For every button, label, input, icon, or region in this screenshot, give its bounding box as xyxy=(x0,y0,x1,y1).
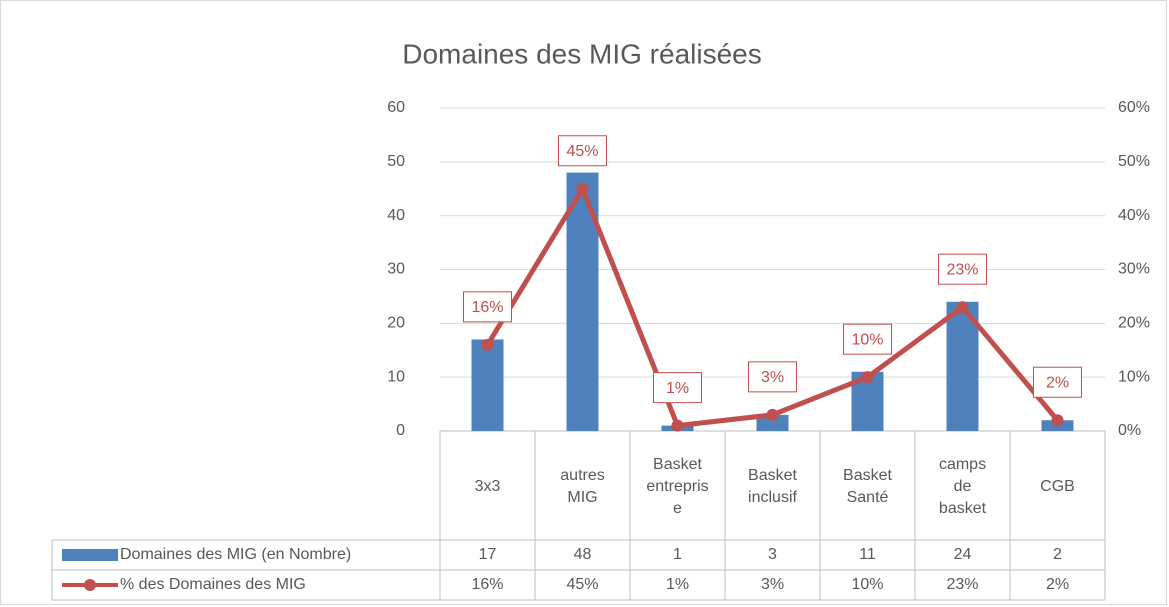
x-tick-label-box: Basket entreprise xyxy=(646,435,709,539)
table-value: 3 xyxy=(768,546,777,563)
data-label: 45% xyxy=(566,143,598,160)
y-tick-label: 40 xyxy=(387,207,405,224)
y-tick-label: 30 xyxy=(387,261,405,278)
table-value: 1% xyxy=(666,576,689,593)
legend-key xyxy=(62,549,118,561)
data-label-box xyxy=(843,323,892,355)
data-label-box xyxy=(748,361,797,393)
table-value: 17 xyxy=(479,546,497,563)
y2-tick-label: 50% xyxy=(1118,153,1150,170)
y-tick-label: 50 xyxy=(387,153,405,170)
table-value: 48 xyxy=(574,546,592,563)
y2-tick-label: 10% xyxy=(1118,368,1150,385)
data-label-box xyxy=(558,135,607,167)
x-tick-cell: camps de basket xyxy=(931,435,994,539)
x-tick-label-box: CGB xyxy=(1026,435,1089,539)
x-tick-cell: 3x3 xyxy=(456,435,519,539)
table-value: 11 xyxy=(859,546,876,563)
y2-tick-label: 60% xyxy=(1118,99,1150,116)
table-value: 2% xyxy=(1046,576,1069,593)
y-tick-label: 60 xyxy=(387,99,405,116)
table-value: 16% xyxy=(471,576,503,593)
line-point xyxy=(766,408,779,421)
data-label-box xyxy=(1033,366,1082,398)
x-tick-label-box: Basket Santé xyxy=(836,435,899,539)
y2-tick-label: 0% xyxy=(1118,422,1141,439)
bar xyxy=(471,339,504,431)
x-tick-label: 3x3 xyxy=(474,478,501,495)
table-value: 24 xyxy=(954,546,972,563)
legend-label: % des Domaines des MIG xyxy=(120,576,306,593)
line-point xyxy=(576,182,589,195)
x-tick-label: autres MIG xyxy=(560,467,605,506)
line-point xyxy=(671,419,684,432)
x-tick-label: CGB xyxy=(1040,478,1075,495)
data-label: 2% xyxy=(1046,374,1069,391)
table-value: 23% xyxy=(946,576,978,593)
bar xyxy=(756,414,789,431)
x-tick-label-box: autres MIG xyxy=(551,435,614,539)
x-tick-label-box: camps de basket xyxy=(931,435,994,539)
x-tick-label-box: 3x3 xyxy=(456,435,519,539)
x-tick-label-box: Basket inclusif xyxy=(741,435,804,539)
x-tick-cell: Basket inclusif xyxy=(741,435,804,539)
table-value: 2 xyxy=(1053,546,1062,563)
table-value: 10% xyxy=(851,576,883,593)
line-point xyxy=(861,371,874,384)
y-tick-label: 0 xyxy=(396,422,405,439)
data-label-box xyxy=(463,291,512,323)
data-label: 23% xyxy=(946,261,978,278)
legend-label: Domaines des MIG (en Nombre) xyxy=(120,546,351,563)
y-tick-label: 10 xyxy=(387,368,405,385)
x-tick-label: Basket Santé xyxy=(843,467,892,506)
x-tick-cell: Basket Santé xyxy=(836,435,899,539)
x-tick-cell: autres MIG xyxy=(551,435,614,539)
legend-key xyxy=(84,579,96,591)
x-tick-label: Basket inclusif xyxy=(748,467,797,506)
x-tick-label: Basket entreprise xyxy=(646,456,709,517)
y-tick-label: 20 xyxy=(387,315,405,332)
x-tick-label: camps de basket xyxy=(938,456,987,517)
table-value: 3% xyxy=(761,576,784,593)
data-label: 3% xyxy=(761,369,784,386)
data-label-box xyxy=(653,372,702,404)
line-point xyxy=(1051,414,1064,427)
table-value: 45% xyxy=(566,576,598,593)
table-value: 1 xyxy=(673,546,682,563)
y2-tick-label: 20% xyxy=(1118,315,1150,332)
data-label: 16% xyxy=(471,299,503,316)
data-label: 1% xyxy=(666,380,689,397)
chart-title: Domaines des MIG réalisées xyxy=(402,38,761,69)
data-label-box xyxy=(938,253,987,285)
data-label: 10% xyxy=(851,331,883,348)
line-point xyxy=(481,338,494,351)
line-point xyxy=(956,301,969,314)
y2-tick-label: 40% xyxy=(1118,207,1150,224)
x-tick-cell: Basket entreprise xyxy=(646,435,709,539)
y2-tick-label: 30% xyxy=(1118,261,1150,278)
x-tick-cell: CGB xyxy=(1026,435,1089,539)
